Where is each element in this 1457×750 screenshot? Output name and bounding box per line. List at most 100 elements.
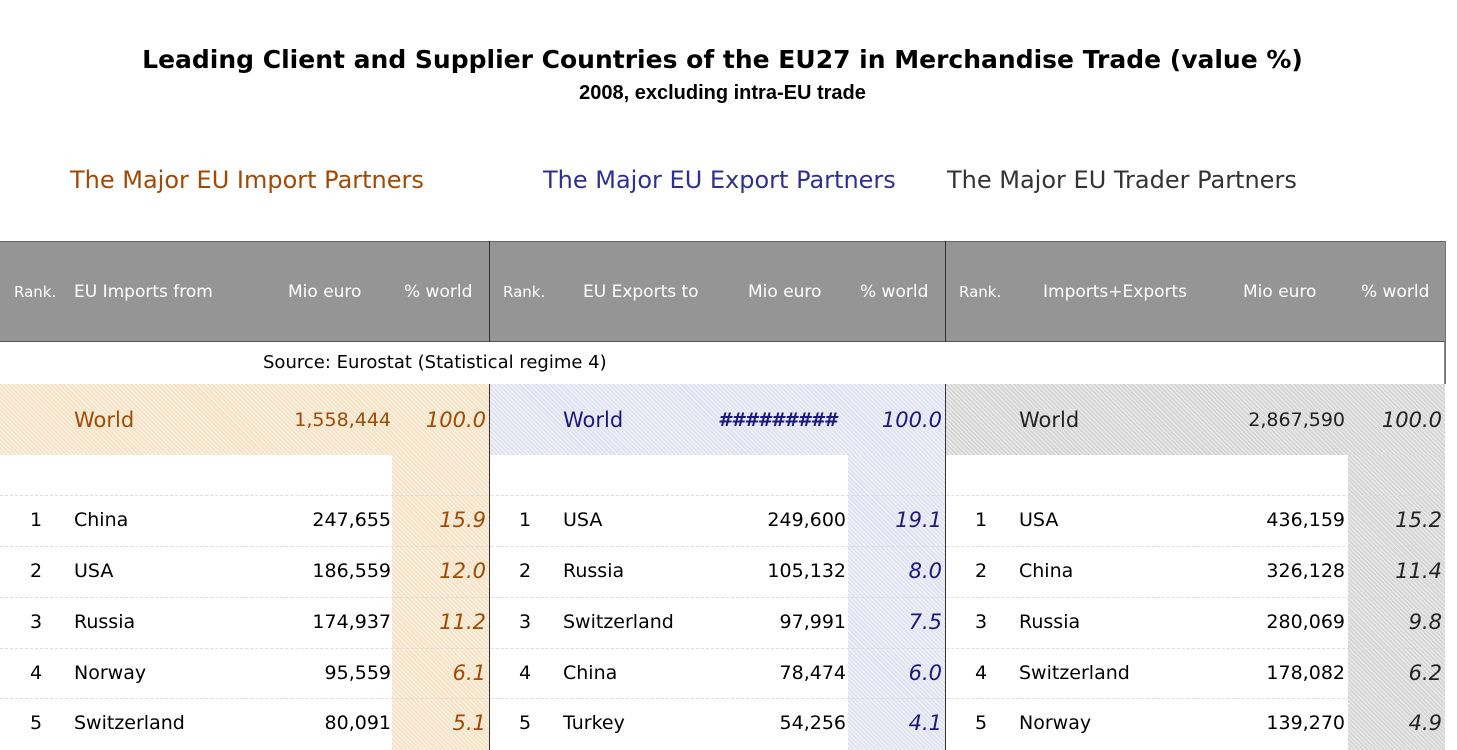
mio-traders: 139,270: [1266, 712, 1345, 734]
country-exports: Switzerland: [563, 611, 674, 633]
rank-imports: 5: [30, 712, 43, 734]
rank-traders: 4: [975, 662, 988, 684]
mio-imports: 80,091: [324, 712, 391, 734]
rank-traders: 1: [975, 509, 988, 531]
rank-imports: 2: [30, 560, 43, 582]
pct-traders: 4.9: [1408, 711, 1442, 735]
row-divider: [0, 546, 1445, 547]
header-rank-traders: Rank.: [959, 283, 1002, 301]
header-mio-traders: Mio euro: [1243, 282, 1317, 302]
pct-exports: 8.0: [908, 559, 942, 583]
header-partner-traders: Imports+Exports: [1043, 282, 1188, 302]
world-band-traders: [946, 384, 1445, 455]
pct-traders: 11.4: [1395, 559, 1442, 583]
world-band-imports: [0, 384, 489, 455]
country-traders: USA: [1019, 509, 1059, 531]
country-traders: Switzerland: [1019, 662, 1130, 684]
row-divider: [0, 597, 1445, 598]
pct-column-exports: [848, 455, 945, 750]
rank-traders: 5: [975, 712, 988, 734]
world-mio-imports: 1,558,444: [294, 409, 391, 431]
column-divider: [945, 241, 946, 342]
country-exports: USA: [563, 509, 603, 531]
header-pct-exports: % world: [860, 282, 929, 302]
country-traders: Russia: [1019, 611, 1081, 633]
pct-imports: 5.1: [452, 711, 486, 735]
rank-exports: 5: [519, 712, 532, 734]
pct-imports: 15.9: [439, 508, 486, 532]
pct-traders: 6.2: [1408, 661, 1442, 685]
pct-column-traders: [1348, 455, 1445, 750]
mio-traders: 436,159: [1266, 509, 1345, 531]
rank-exports: 3: [519, 611, 532, 633]
mio-traders: 326,128: [1266, 560, 1345, 582]
mio-traders: 178,082: [1266, 662, 1345, 684]
column-divider: [489, 241, 490, 342]
section-title-traders: The Major EU Trader Partners: [947, 166, 1297, 194]
world-mio-traders: 2,867,590: [1248, 409, 1345, 431]
pct-exports: 7.5: [908, 610, 942, 634]
world-pct-imports: 100.0: [425, 408, 486, 432]
section-title-exports: The Major EU Export Partners: [543, 166, 896, 194]
country-imports: Norway: [74, 662, 147, 684]
pct-traders: 15.2: [1395, 508, 1442, 532]
mio-exports: 54,256: [779, 712, 846, 734]
pct-exports: 19.1: [895, 508, 942, 532]
mio-traders: 280,069: [1266, 611, 1345, 633]
column-divider: [489, 384, 490, 750]
row-divider: [0, 495, 1445, 496]
mio-exports: 105,132: [767, 560, 846, 582]
country-imports: Switzerland: [74, 712, 185, 734]
country-imports: China: [74, 509, 129, 531]
column-divider: [945, 384, 946, 750]
mio-imports: 174,937: [312, 611, 391, 633]
country-traders: China: [1019, 560, 1074, 582]
mio-imports: 247,655: [312, 509, 391, 531]
header-partner-imports: EU Imports from: [74, 282, 213, 302]
country-exports: Turkey: [563, 712, 625, 734]
pct-traders: 9.8: [1408, 610, 1442, 634]
mio-exports: 97,991: [779, 611, 846, 633]
pct-imports: 6.1: [452, 661, 486, 685]
world-label-exports: World: [563, 408, 624, 432]
rank-exports: 2: [519, 560, 532, 582]
pct-exports: 4.1: [908, 711, 942, 735]
pct-imports: 12.0: [439, 559, 486, 583]
header-pct-traders: % world: [1361, 282, 1430, 302]
rank-exports: 4: [519, 662, 532, 684]
world-pct-exports: 100.0: [881, 408, 942, 432]
world-label-traders: World: [1019, 408, 1080, 432]
pct-exports: 6.0: [908, 661, 942, 685]
header-pct-imports: % world: [404, 282, 473, 302]
source-row: [0, 342, 1445, 384]
row-divider: [0, 698, 1445, 699]
rank-traders: 3: [975, 611, 988, 633]
rank-imports: 3: [30, 611, 43, 633]
country-traders: Norway: [1019, 712, 1092, 734]
world-pct-traders: 100.0: [1381, 408, 1442, 432]
header-partner-exports: EU Exports to: [583, 282, 699, 302]
header-mio-exports: Mio euro: [748, 282, 822, 302]
mio-imports: 186,559: [312, 560, 391, 582]
world-band-exports: [490, 384, 945, 455]
page-subtitle: 2008, excluding intra-EU trade: [579, 82, 866, 104]
section-title-imports: The Major EU Import Partners: [70, 166, 424, 194]
row-divider: [0, 648, 1445, 649]
mio-exports: 249,600: [767, 509, 846, 531]
header-rank-exports: Rank.: [503, 283, 546, 301]
country-exports: China: [563, 662, 618, 684]
table-header: Rank. EU Imports from Mio euro % world R…: [0, 241, 1445, 342]
rank-imports: 4: [30, 662, 43, 684]
world-label-imports: World: [74, 408, 135, 432]
pct-imports: 11.2: [439, 610, 486, 634]
header-mio-imports: Mio euro: [288, 282, 362, 302]
table-right-border: [1445, 241, 1446, 384]
source-note: Source: Eurostat (Statistical regime 4): [263, 352, 607, 373]
rank-exports: 1: [519, 509, 532, 531]
country-imports: Russia: [74, 611, 136, 633]
mio-exports: 78,474: [779, 662, 846, 684]
rank-imports: 1: [30, 509, 43, 531]
country-exports: Russia: [563, 560, 625, 582]
rank-traders: 2: [975, 560, 988, 582]
world-mio-exports: #########: [718, 409, 837, 431]
